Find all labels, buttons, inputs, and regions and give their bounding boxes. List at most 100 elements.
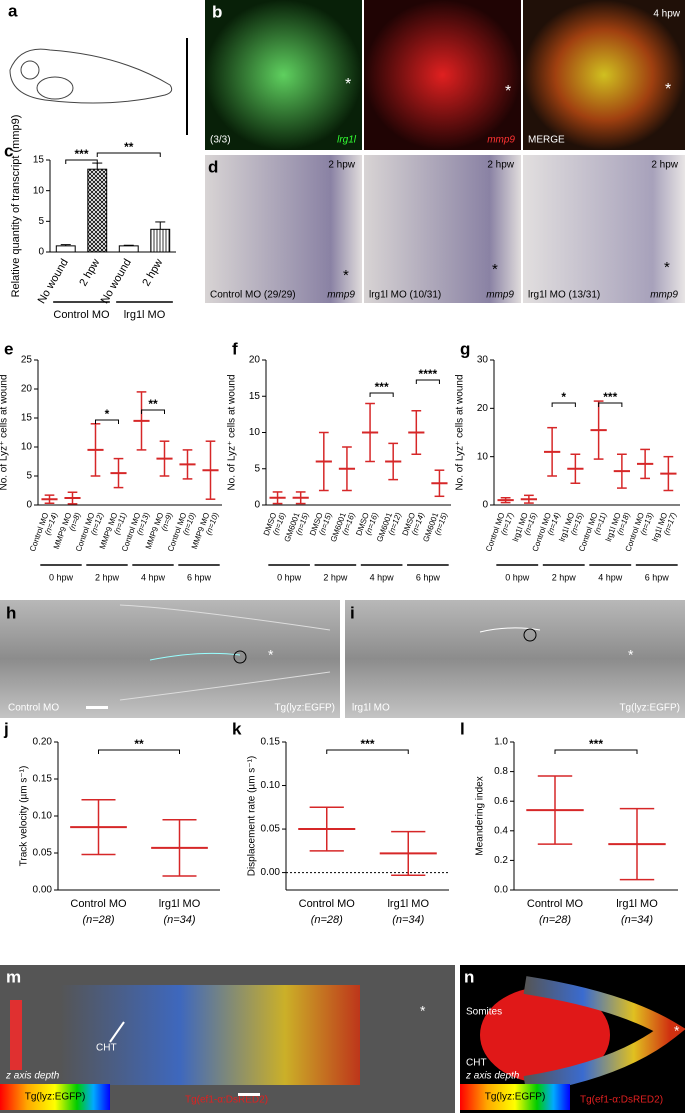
y-tick-label: 1.0 — [494, 737, 508, 748]
y-tick-label: 20 — [21, 384, 33, 395]
x-tick-label: 2 hpw — [77, 257, 102, 288]
tissue — [119, 604, 331, 701]
line: Tg(ef1-α:DsRED2) — [185, 1095, 268, 1106]
asterisk: * — [665, 81, 671, 98]
y-tick-label: 15 — [249, 391, 261, 402]
x-tick-n: (n=28) — [539, 914, 571, 926]
bar — [55, 245, 76, 253]
group: Control MO — [8, 703, 59, 714]
significance-bracket — [95, 419, 119, 424]
depth-scale — [460, 1084, 570, 1110]
image — [364, 155, 521, 303]
x-tick-label: 2 hpw — [140, 257, 165, 288]
line: Tg(lyz:EGFP) — [619, 703, 680, 714]
significance-bracket — [369, 392, 394, 397]
y-axis-label: Track velocity (µm s⁻¹) — [19, 766, 30, 867]
bar — [150, 228, 171, 253]
group-label: 6 hpw — [416, 572, 441, 582]
y-tick-label: 0.2 — [494, 855, 508, 866]
x-tick-n: (n=28) — [311, 914, 343, 926]
significance-label: ** — [148, 397, 158, 411]
y-tick-label: 0.15 — [33, 774, 53, 785]
y-tick-label: 0.8 — [494, 766, 508, 777]
panel-label: d — [208, 157, 218, 176]
somites — [480, 987, 610, 1083]
y-tick-label: 20 — [477, 403, 489, 414]
significance-bracket — [141, 409, 165, 414]
group: Control MO (29/29) — [210, 290, 296, 301]
y-tick-label: 10 — [33, 185, 45, 196]
panel-label: a — [8, 1, 18, 20]
y-tick-label: 5 — [254, 463, 260, 474]
y-tick-label: 0 — [482, 500, 488, 511]
group-label: 6 hpw — [187, 572, 212, 582]
significance-label: *** — [375, 380, 389, 394]
group: lrg1l MO (13/31) — [528, 290, 600, 301]
count: (3/3) — [210, 135, 231, 146]
stain: mmp9 — [650, 290, 678, 301]
image — [0, 600, 340, 718]
panel-label: c — [4, 141, 13, 160]
depth: z axis depth — [465, 1071, 520, 1082]
image — [345, 600, 685, 718]
panel-label: k — [232, 719, 242, 738]
cell — [233, 650, 247, 664]
group-label: 4 hpw — [141, 572, 166, 582]
track — [479, 627, 541, 633]
stain: mmp9 — [327, 290, 355, 301]
group-label: 6 hpw — [645, 572, 670, 582]
somites-label: Somites — [466, 1007, 502, 1018]
time: 2 hpw — [651, 160, 678, 171]
significance-bracket — [551, 402, 576, 407]
depth-scale — [0, 1084, 110, 1110]
y-axis-label: No. of Lyz⁺ cells at wound — [0, 374, 10, 490]
y-tick-label: 20 — [249, 355, 261, 366]
bar — [118, 245, 139, 253]
panel-label: g — [460, 339, 470, 358]
image-green — [205, 0, 362, 150]
y-tick-label: 10 — [249, 427, 261, 438]
y-axis-label: Meandering index — [475, 776, 486, 856]
group-label: 2 hpw — [323, 572, 348, 582]
y-tick-label: 0.20 — [33, 737, 53, 748]
group-label: 2 hpw — [95, 572, 120, 582]
asterisk: * — [343, 267, 349, 284]
cht: CHT — [96, 1043, 117, 1054]
x-tick-label: lrg1l MO — [616, 898, 658, 910]
asterisk: * — [268, 647, 274, 663]
significance-bracket — [554, 749, 638, 754]
cell-render — [523, 976, 685, 1094]
y-axis-label: No. of Lyz⁺ cells at wound — [455, 374, 466, 490]
line: Tg(lyz:EGFP) — [25, 1092, 86, 1103]
y-tick-label: 0 — [26, 500, 32, 511]
significance-bracket — [415, 379, 440, 384]
y-tick-label: 30 — [477, 355, 489, 366]
group-label: lrg1l MO — [124, 309, 166, 321]
y-tick-label: 0.05 — [33, 848, 53, 859]
significance-bracket — [326, 749, 409, 754]
y-tick-label: 0.10 — [33, 811, 53, 822]
time: 4 hpw — [653, 9, 680, 20]
asterisk: * — [664, 259, 670, 276]
significance-label: * — [105, 407, 110, 421]
y-tick-label: 15 — [33, 155, 45, 166]
stain: MERGE — [528, 135, 565, 146]
significance-label: *** — [589, 737, 603, 751]
y-axis-label: Relative quantity of transcript (mmp9) — [10, 115, 22, 298]
scale-bar — [86, 706, 108, 709]
x-tick-label: lrg1l MO — [387, 898, 429, 910]
y-tick-label: 0.00 — [33, 885, 53, 896]
time: 2 hpw — [328, 160, 355, 171]
group-label: Control MO — [53, 309, 110, 321]
significance-bracket — [98, 749, 180, 754]
panel-label: i — [350, 603, 355, 622]
asterisk: * — [505, 83, 511, 100]
image — [523, 155, 685, 303]
y-tick-label: 0.15 — [261, 737, 281, 748]
panel-label: f — [232, 339, 238, 358]
x-tick-label: Control MO — [299, 898, 356, 910]
y-tick-label: 5 — [26, 471, 32, 482]
significance-bracket — [96, 152, 161, 157]
asterisk: * — [628, 647, 634, 663]
